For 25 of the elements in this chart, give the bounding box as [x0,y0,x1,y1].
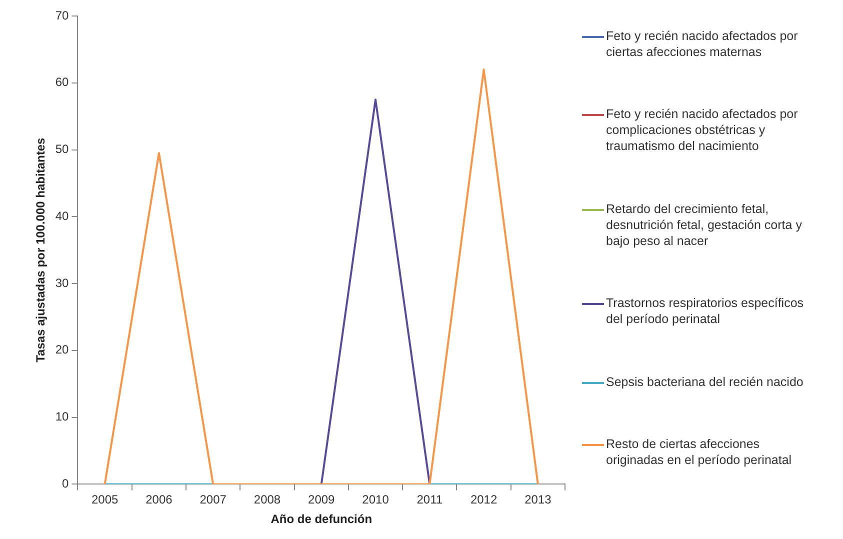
legend-label: Retardo del crecimiento fetal, desnutrición fetal, gestación corta y bajo peso al nacer [606,200,803,249]
x-tick-label: 2010 [362,492,390,507]
y-tick-label: 60 [55,75,70,90]
y-tick-label: 50 [55,142,70,156]
x-tick-label: 2008 [254,492,281,507]
x-tick-label: 2005 [91,492,118,507]
x-tick-label: 2011 [416,492,443,507]
x-tick-label: 2007 [200,492,227,507]
x-tick-label: 2009 [308,492,336,507]
x-tick-label: 2012 [470,492,498,507]
legend-label: Feto y recién nacido afectados por ciertas afecciones maternas [606,28,799,60]
y-axis-title: Tasas ajustadas por 100.000 habitantes [34,138,48,362]
y-tick-label: 0 [62,476,70,491]
y-tick-label: 10 [55,410,70,424]
legend-label: Resto de ciertas afecciones originadas en el período perinatal [606,436,793,468]
y-tick-label: 20 [55,342,70,357]
legend-label: Sepsis bacteriana del recién nacido [606,374,804,390]
legend-label: Feto y recién nacido afectados por complicaciones obstétricas y traumatismo del nacimiento [606,106,799,154]
y-tick-label: 30 [55,276,70,290]
y-tick-label: 40 [55,208,70,223]
x-tick-label: 2013 [524,492,552,507]
x-tick-label: 2006 [146,492,173,507]
legend-label: Trastornos respiratorios específicos del período perinatal [606,295,805,328]
y-tick-label: 70 [55,8,70,22]
x-axis-title: Año de defunción [270,512,372,526]
